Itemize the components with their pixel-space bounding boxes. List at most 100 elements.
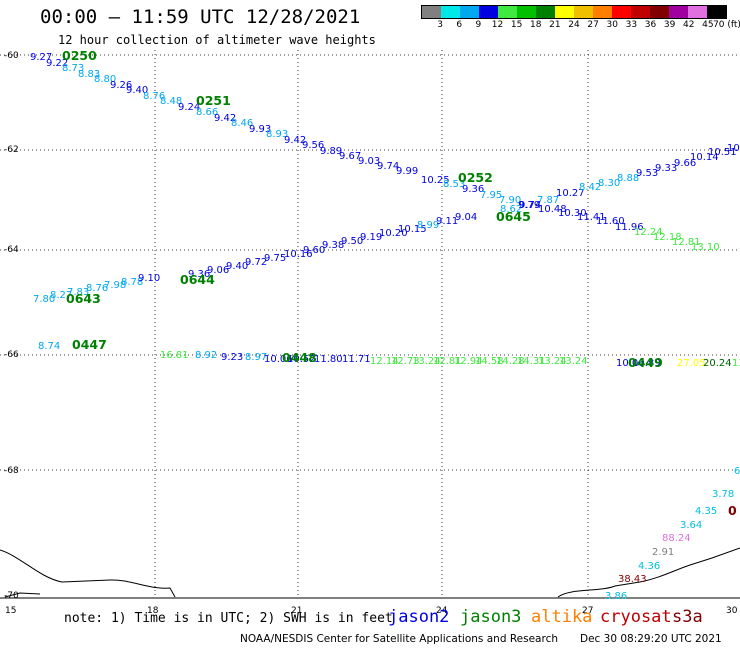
legend-swatch xyxy=(555,6,574,18)
longitude-tick-label: 30 xyxy=(726,606,738,616)
track-0644: 9.369.069.409.729.7510.169.609.389.509.1… xyxy=(180,212,477,287)
wave-height-value: 9.03 xyxy=(358,156,380,167)
wave-height-value: 9.79 xyxy=(518,200,540,211)
map-subtitle: 12 hour collection of altimeter wave hei… xyxy=(58,33,376,47)
credit-text: NOAA/NESDIS Center for Satellite Applica… xyxy=(240,633,558,645)
wave-height-value: 9.10 xyxy=(138,273,160,284)
pass-time-label: 0447 xyxy=(72,337,107,352)
legend-swatch xyxy=(650,6,669,18)
longitude-tick-label: 24 xyxy=(436,606,448,616)
wave-height-value: 3.64 xyxy=(680,520,702,531)
wave-height-value: 13.24 xyxy=(538,356,567,367)
coastline-fragment xyxy=(4,592,41,598)
wave-height-value: 8.62 xyxy=(500,204,522,215)
satellite-cryosat: cryosat xyxy=(600,607,672,627)
legend-swatch xyxy=(498,6,517,18)
wave-height-value: 10.51 xyxy=(708,147,737,158)
wave-height-value: 8.74 xyxy=(38,341,60,352)
legend-label: 30 xyxy=(606,20,618,30)
satellite-s3a: s3a xyxy=(672,607,703,627)
wave-height-value: 9.22 xyxy=(46,58,68,69)
wave-height-value: 8.76 xyxy=(86,283,108,294)
wave-height-value: 4.36 xyxy=(638,561,660,572)
wave-height-value: 3.78 xyxy=(712,489,734,500)
wave-height-value: 8.76 xyxy=(143,91,165,102)
wave-height-value: 8.27 xyxy=(50,290,72,301)
wave-height-value: 9.42 xyxy=(284,135,306,146)
latitude-tick-label: -70 xyxy=(4,591,19,601)
latitude-tick-label: -66 xyxy=(4,350,19,360)
wave-height-value: 7.87 xyxy=(537,195,559,206)
track-0251: 8.669.428.469.938.939.429.569.899.679.03… xyxy=(196,93,450,186)
wave-height-value: 16.81 xyxy=(160,350,189,361)
wave-height-value: 12.14 xyxy=(370,356,399,367)
legend-swatch xyxy=(593,6,612,18)
wave-height-value: 7.90 xyxy=(499,195,521,206)
legend-label: 45 xyxy=(702,20,714,30)
wave-height-value: 8.93 xyxy=(266,129,288,140)
wave-height-value: 10.89 xyxy=(632,358,661,369)
color-scale-legend xyxy=(421,5,727,19)
wave-height-value: 14.58 xyxy=(475,356,504,367)
wave-height-value: 10.48 xyxy=(538,204,567,215)
legend-label: 24 xyxy=(568,20,580,30)
legend-swatch xyxy=(574,6,593,18)
legend-swatch xyxy=(669,6,688,18)
legend-swatch xyxy=(631,6,650,18)
wave-height-value: 11.60 xyxy=(596,216,625,227)
wave-height-value: 27.05 xyxy=(677,358,706,369)
wave-height-value: 9.27 xyxy=(30,52,52,63)
pass-time-label: 0448 xyxy=(282,350,317,365)
wave-height-value: 10.14 xyxy=(690,152,719,163)
wave-height-value: 88.24 xyxy=(662,533,691,544)
color-scale-labels: 3 6 9 12 15 18 21 24 27 30 33 36 39 42 45 70 (ft) xyxy=(421,20,740,34)
wave-height-value: 9.93 xyxy=(249,124,271,135)
wave-height-value: 9.36 xyxy=(188,269,210,280)
pass-time-label: 0449 xyxy=(628,355,663,370)
wave-height-value: 13.24 xyxy=(559,356,588,367)
wave-height-value: 9.23 xyxy=(221,352,243,363)
legend-label: 9 xyxy=(475,20,482,30)
latitude-tick-label: -64 xyxy=(4,245,19,255)
latitude-tick-label: -60 xyxy=(4,51,19,61)
wave-height-value: 13.24 xyxy=(412,356,441,367)
map-title: 00:00 – 11:59 UTC 12/28/2021 xyxy=(40,6,361,28)
wave-height-value: 10.25 xyxy=(421,175,450,186)
wave-height-value: 12.24 xyxy=(634,227,663,238)
wave-height-value: 9.60 xyxy=(303,245,325,256)
pass-time-label: 0645 xyxy=(496,209,531,224)
wave-height-value: 8.46 xyxy=(231,118,253,129)
track-0447: 8.74 0447 xyxy=(38,337,107,352)
pass-time-label: 0644 xyxy=(180,272,215,287)
legend-label: 18 xyxy=(530,20,542,30)
wave-height-value: 9.72 xyxy=(245,257,267,268)
wave-height-value: 9.50 xyxy=(341,236,363,247)
wave-height-value: 10.06 xyxy=(616,358,645,369)
wave-height-value: 9.40 xyxy=(226,261,248,272)
wave-height-value: 9.36 xyxy=(462,184,484,195)
pass-time-label: 0643 xyxy=(66,291,101,306)
wave-height-value: 7.83 xyxy=(67,287,89,298)
satellite-altika: altika xyxy=(531,607,593,627)
wave-height-value: 12.81 xyxy=(433,356,462,367)
wave-height-value: 9.26 xyxy=(110,80,132,91)
wave-height-value: 38.43 xyxy=(618,574,647,585)
wave-height-value: 14.31 xyxy=(517,356,546,367)
pass-time-label: 0250 xyxy=(62,48,97,63)
wave-height-value: 14.28 xyxy=(496,356,525,367)
coastline-east xyxy=(557,547,740,598)
wave-height-value: 8.30 xyxy=(598,178,620,189)
wave-height-value: 9.11 xyxy=(436,216,458,227)
wave-height-value: 12.73 xyxy=(391,356,420,367)
wave-height-value: 9.89 xyxy=(320,146,342,157)
wave-height-value: 9.53 xyxy=(636,168,658,179)
satellite-jason3: jason3 xyxy=(460,607,522,627)
wave-height-value: 10.16 xyxy=(284,249,313,260)
longitude-tick-label: 27 xyxy=(582,606,593,616)
wave-height-value: 8.92 xyxy=(195,350,217,361)
wave-height-value: 11.96 xyxy=(615,222,644,233)
wave-height-value: 9.04 xyxy=(455,212,477,223)
legend-swatch xyxy=(707,6,726,18)
pass-time-label: 0 xyxy=(728,503,737,518)
